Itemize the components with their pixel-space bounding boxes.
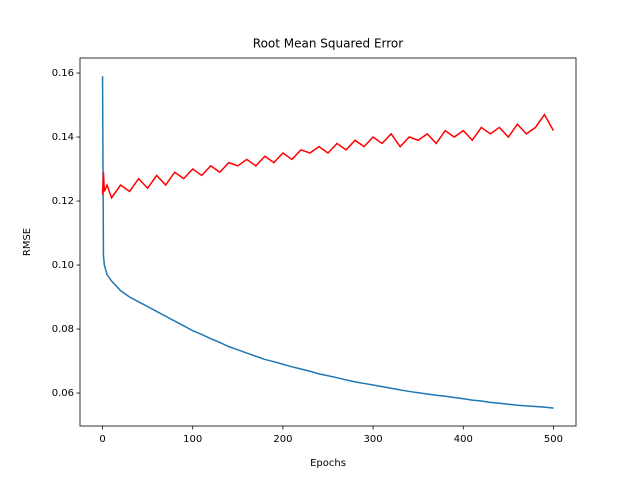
x-axis-label: Epochs <box>310 458 346 469</box>
x-tick-label: 0 <box>99 434 105 445</box>
line-series <box>101 113 555 200</box>
y-tick-label: 0.08 <box>52 324 74 335</box>
y-axis-label: RMSE <box>22 228 33 256</box>
chart-title: Root Mean Squared Error <box>253 37 404 51</box>
x-tick-label: 400 <box>454 434 473 445</box>
y-tick-label: 0.16 <box>52 68 74 79</box>
x-tick-label: 500 <box>544 434 563 445</box>
line-series <box>101 76 554 409</box>
x-tick-label: 300 <box>364 434 383 445</box>
x-tick-label: 200 <box>273 434 292 445</box>
plot-frame <box>79 57 577 427</box>
y-tick-label: 0.06 <box>52 388 74 399</box>
y-tick-label: 0.14 <box>52 132 74 143</box>
x-tick-label: 100 <box>183 434 202 445</box>
y-tick-label: 0.10 <box>52 260 74 271</box>
y-tick-label: 0.12 <box>52 196 74 207</box>
